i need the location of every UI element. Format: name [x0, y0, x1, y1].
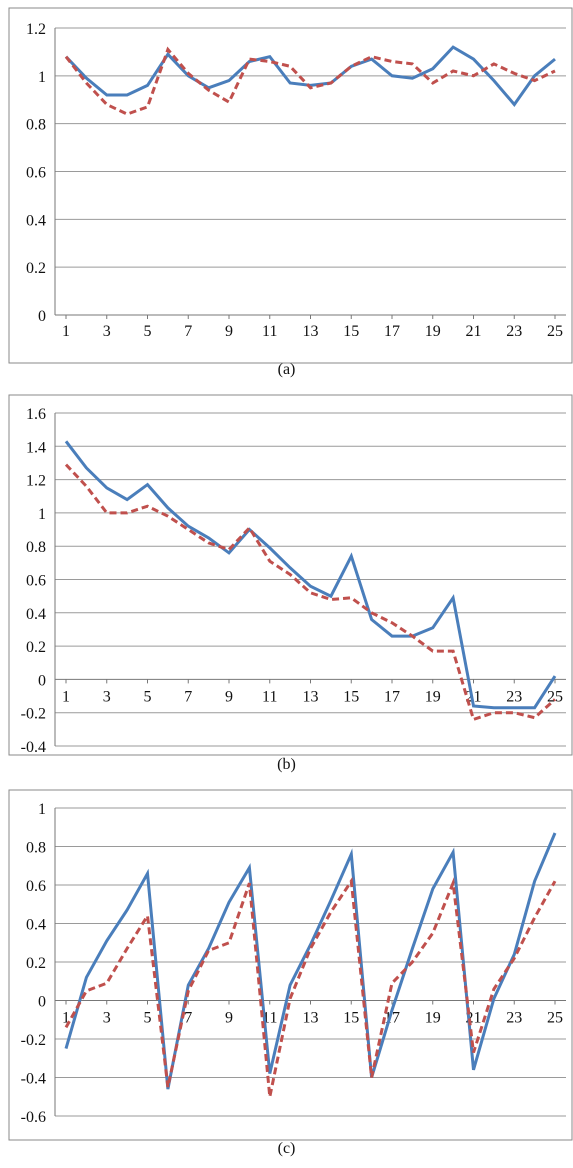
caption-c: (c) [277, 1140, 296, 1157]
series-line-solid-c [64, 832, 557, 1090]
chart-b: -0.4-0.200.20.40.60.811.21.41.61 3 5 7 9 11 13… [8, 394, 573, 756]
y-tick-label: 0.6 [26, 573, 46, 590]
y-tick-label: 1 [38, 801, 46, 818]
y-tick-label: 0.4 [26, 917, 46, 934]
x-tick-label: 23 [506, 323, 522, 340]
y-tick-label: 1 [38, 506, 46, 523]
x-tick-label: 15 [343, 323, 359, 340]
y-tick-label: -0.2 [21, 706, 46, 723]
x-tick-label: 23 [506, 1010, 522, 1027]
chart-panel-b: -0.4 -0.2 0 0.2 0.4 0.6 0.8 1 1.2 1.4 1.6 1 3 5 7 9 11 13… [0, 390, 573, 780]
y-tick-label: 0.2 [26, 260, 46, 277]
chart-frame [8, 789, 573, 1141]
x-tick-label: 9 [225, 323, 233, 340]
x-tick-label: 5 [144, 688, 152, 705]
y-tick-label: 1.4 [26, 439, 46, 456]
series-line-dashed-a [64, 46, 556, 116]
x-tick-label: 13 [303, 323, 319, 340]
x-tick-label: 11 [262, 323, 277, 340]
caption-b: (b) [277, 756, 296, 773]
y-tick-label: 1.2 [26, 21, 46, 38]
y-tick-label: 0.4 [26, 212, 46, 229]
y-tick-label: -0.2 [21, 1032, 46, 1049]
x-tick-label: 7 [184, 688, 192, 705]
chart-frame [8, 394, 573, 756]
series-line-dashed-c [64, 876, 557, 1098]
x-tick-label: 17 [384, 688, 400, 705]
series-line-solid-b [64, 440, 557, 710]
x-tick-label: 5 [144, 323, 152, 340]
x-tick-label: 5 [144, 1010, 152, 1027]
x-tick-label: 19 [425, 1010, 441, 1027]
y-tick-label: 0.8 [26, 117, 46, 134]
x-tick-label: 7 [184, 323, 192, 340]
x-tick-label: 1 [62, 323, 70, 340]
x-tick-label: 23 [506, 688, 522, 705]
y-tick-label: 1 [38, 69, 46, 86]
x-tick-label: 7 [184, 1010, 192, 1027]
x-tick-label: 3 [103, 1010, 111, 1027]
chart-panel-c: -0.6 -0.4 -0.2 0 0.2 0.4 0.6 0.8 1 1 3 5 7 9 11 13 15 17 1… [0, 785, 573, 1168]
y-tick-label: 0.6 [26, 165, 46, 182]
x-tick-label: 19 [425, 688, 441, 705]
x-tick-label: 25 [547, 1010, 563, 1027]
x-tick-label: 19 [425, 323, 441, 340]
y-tick-label: 0.2 [26, 639, 46, 656]
y-tick-label: 0 [38, 994, 46, 1011]
x-tick-label: 17 [384, 323, 400, 340]
chart-frame [8, 7, 573, 364]
y-tick-label: -0.4 [21, 1071, 46, 1088]
x-tick-label: 25 [547, 688, 563, 705]
x-tick-label: 15 [343, 688, 359, 705]
y-tick-label: -0.4 [21, 739, 46, 756]
y-tick-label: 0.2 [26, 955, 46, 972]
y-tick-label: 0.8 [26, 840, 46, 857]
x-tick-label: 13 [303, 1010, 319, 1027]
series-line-dashed-b [64, 463, 557, 722]
caption-a: (a) [277, 361, 296, 378]
x-tick-label: 3 [103, 688, 111, 705]
x-tick-label: 9 [225, 1010, 233, 1027]
x-tick-label: 11 [262, 688, 277, 705]
x-tick-label: 13 [303, 688, 319, 705]
y-tick-label: -0.6 [21, 1109, 46, 1126]
series-line-solid-a [64, 45, 556, 107]
y-tick-label: 1.2 [26, 473, 46, 490]
y-tick-label: 0.6 [26, 878, 46, 895]
x-tick-label: 21 [466, 323, 482, 340]
x-tick-label: 3 [103, 323, 111, 340]
x-tick-label: 15 [343, 1010, 359, 1027]
y-tick-label: 0 [38, 308, 46, 325]
y-tick-label: 0.8 [26, 539, 46, 556]
x-tick-label: 1 [62, 688, 70, 705]
x-tick-label: 1 [62, 1010, 70, 1027]
x-tick-label: 25 [547, 323, 563, 340]
y-tick-label: 0 [38, 672, 46, 689]
x-tick-label: 9 [225, 688, 233, 705]
y-tick-label: 0.4 [26, 606, 46, 623]
chart-c: -0.6-0.4-0.200.20.40.60.811 3 5 7 9 11 13 15 17 1… [8, 789, 573, 1141]
chart-panel-a: 0 0.2 0.4 0.6 0.8 1 1.2 1 3 5 7 9 11 13 15 17 19 21 23 25 (… [0, 0, 573, 385]
y-tick-label: 1.6 [26, 406, 46, 423]
chart-a: 00.20.40.60.811.21 3 5 7 9 11 13 15 17 19 21 23 25 [8, 7, 573, 364]
